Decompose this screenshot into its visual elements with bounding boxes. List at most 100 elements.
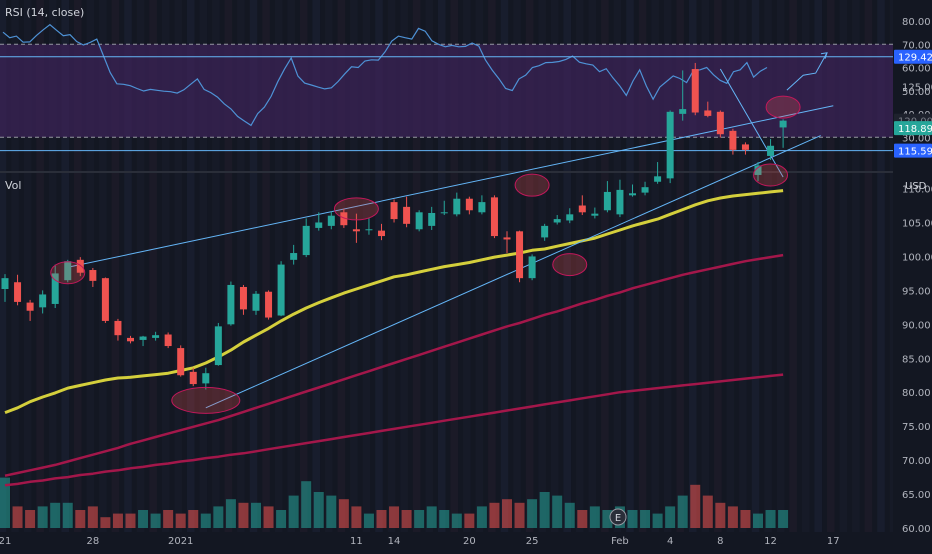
candle-body[interactable] <box>754 165 762 175</box>
candle-body[interactable] <box>315 222 323 228</box>
candle[interactable] <box>51 264 59 309</box>
candle-body[interactable] <box>277 264 285 316</box>
candle-body[interactable] <box>566 214 574 221</box>
candle[interactable] <box>252 291 260 315</box>
candle-body[interactable] <box>490 197 498 237</box>
candle[interactable] <box>603 181 611 213</box>
candle[interactable] <box>239 284 247 315</box>
candle-body[interactable] <box>252 293 260 311</box>
candle[interactable] <box>64 259 72 283</box>
candle-body[interactable] <box>641 187 649 193</box>
candle[interactable] <box>39 290 47 314</box>
candle[interactable] <box>566 208 574 224</box>
candle-body[interactable] <box>691 69 699 113</box>
candle-body[interactable] <box>465 198 473 211</box>
candle[interactable] <box>302 218 310 258</box>
trendline[interactable] <box>205 135 821 409</box>
ma100-line[interactable] <box>4 253 784 477</box>
candle[interactable] <box>89 267 97 287</box>
candle[interactable] <box>101 277 109 323</box>
candle[interactable] <box>189 367 197 387</box>
candle[interactable] <box>553 215 561 225</box>
candle-body[interactable] <box>101 278 109 321</box>
candle-body[interactable] <box>666 111 674 179</box>
volume-indicator-label[interactable]: Vol <box>5 179 22 192</box>
candle[interactable] <box>152 331 160 341</box>
candle-body[interactable] <box>290 253 298 260</box>
candle-body[interactable] <box>528 256 536 279</box>
candle-body[interactable] <box>629 193 636 196</box>
candle-body[interactable] <box>428 212 436 226</box>
candle[interactable] <box>327 211 335 230</box>
candle[interactable] <box>516 230 524 283</box>
candle[interactable] <box>177 345 185 377</box>
candle-body[interactable] <box>503 237 511 240</box>
candle[interactable] <box>578 195 586 216</box>
candle[interactable] <box>390 199 398 223</box>
trendline[interactable] <box>67 105 834 268</box>
candle-body[interactable] <box>729 130 737 150</box>
candle-body[interactable] <box>327 215 335 226</box>
trendline[interactable] <box>719 68 784 178</box>
candle[interactable] <box>629 184 636 197</box>
ma200-line[interactable] <box>4 373 784 487</box>
candle-body[interactable] <box>741 144 749 150</box>
candle[interactable] <box>679 70 687 121</box>
candle[interactable] <box>729 128 737 155</box>
candle-body[interactable] <box>152 335 160 338</box>
candle[interactable] <box>365 217 373 235</box>
candle[interactable] <box>14 274 22 306</box>
candle[interactable] <box>666 110 674 184</box>
candle-body[interactable] <box>202 373 210 384</box>
candle-body[interactable] <box>403 206 411 224</box>
candle[interactable] <box>227 281 235 326</box>
candlesticks[interactable] <box>1 62 787 390</box>
candle[interactable] <box>214 322 222 366</box>
candle[interactable] <box>440 200 448 216</box>
candle[interactable] <box>478 195 486 215</box>
candle[interactable] <box>315 212 323 231</box>
candle-body[interactable] <box>227 284 235 325</box>
candle-body[interactable] <box>478 202 486 213</box>
candle-body[interactable] <box>76 259 84 273</box>
candle-body[interactable] <box>1 278 9 290</box>
rsi-indicator-label[interactable]: RSI (14, close) <box>5 6 85 19</box>
candle-body[interactable] <box>390 202 398 220</box>
candle[interactable] <box>741 142 749 155</box>
candle[interactable] <box>202 367 210 390</box>
candle-body[interactable] <box>679 109 687 114</box>
candle[interactable] <box>591 207 599 219</box>
candle[interactable] <box>114 318 122 341</box>
candle-body[interactable] <box>39 294 47 308</box>
candle-body[interactable] <box>603 191 611 211</box>
candle-body[interactable] <box>654 176 662 182</box>
candle[interactable] <box>641 181 649 196</box>
candle-body[interactable] <box>352 229 360 232</box>
earnings-marker[interactable] <box>609 508 627 526</box>
candle-body[interactable] <box>591 213 599 216</box>
candle[interactable] <box>767 138 775 161</box>
candle-body[interactable] <box>164 334 172 347</box>
candle[interactable] <box>691 62 699 116</box>
candle[interactable] <box>754 162 762 182</box>
candle[interactable] <box>503 231 511 254</box>
candle[interactable] <box>352 213 360 243</box>
candle-body[interactable] <box>340 212 348 226</box>
candle[interactable] <box>779 119 787 148</box>
candle[interactable] <box>465 196 473 215</box>
candle[interactable] <box>403 196 411 228</box>
candle-body[interactable] <box>378 230 385 237</box>
candle-body[interactable] <box>239 286 247 310</box>
candle[interactable] <box>528 254 536 281</box>
candle[interactable] <box>164 332 172 349</box>
candle-body[interactable] <box>453 198 461 215</box>
candle-body[interactable] <box>716 111 724 135</box>
candle[interactable] <box>265 290 273 320</box>
candle[interactable] <box>290 244 298 265</box>
candle-body[interactable] <box>14 282 22 302</box>
candle[interactable] <box>453 192 461 217</box>
candle[interactable] <box>76 257 84 277</box>
candle-body[interactable] <box>51 273 59 304</box>
candle-body[interactable] <box>177 348 185 376</box>
candle-body[interactable] <box>578 205 586 213</box>
